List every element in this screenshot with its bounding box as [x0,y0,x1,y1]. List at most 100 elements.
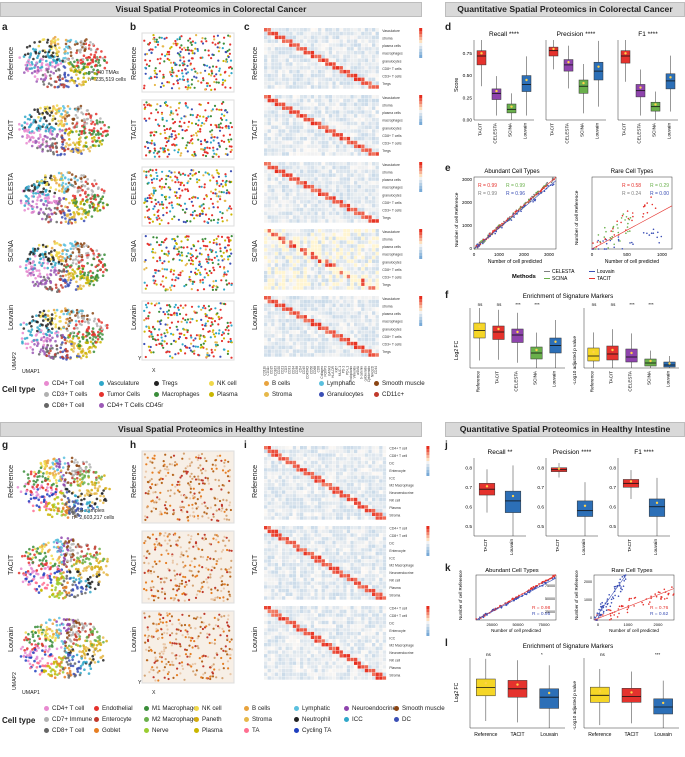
heatmap-cell [325,232,329,237]
spatial-cell [193,67,196,70]
heatmap-cell [314,77,318,82]
heatmap-cell [346,169,351,174]
umap-point [30,328,34,331]
heatmap-cell [300,133,304,137]
spatial-cell [217,195,220,198]
spatial-cell [145,325,148,328]
umap-point [55,135,59,138]
heatmap-cell [328,188,333,193]
heatmap-cell [303,236,307,241]
heatmap-cell [264,114,268,118]
umap-point [32,121,35,124]
heatmap-cell [285,240,289,244]
heatmap-cell [361,165,365,170]
b-label-louvain: Louvain [129,304,138,330]
heatmap-cell [271,69,275,74]
spatial-cell [179,181,183,184]
heatmap-cell [289,39,293,43]
heatmap-cell [332,136,336,141]
spatial-cell [211,323,214,326]
umap-point [27,268,31,272]
heatmap-cell [267,207,271,212]
heatmap-cell [339,95,343,99]
spatial-cell [204,324,207,327]
umap-point [92,257,95,260]
heatmap-cell [289,35,293,40]
spatial-cell [184,146,187,150]
heatmap-cell [350,177,354,181]
umap-point [55,178,58,182]
spatial-cell [172,258,175,261]
spatial-cell [201,238,204,241]
heatmap-cell [274,28,279,32]
heatmap-cell [328,98,333,103]
heatmap-cell [343,31,347,36]
umap-point [47,196,50,200]
spatial-cell [143,342,146,346]
spatial-cell [162,275,165,278]
umap-point [57,124,60,127]
spatial-cell [150,77,153,80]
heatmap-cell [372,77,376,82]
heatmap-cell [274,98,279,103]
heatmap-cell [361,152,365,156]
spatial-cell [186,238,189,241]
umap-point [79,104,83,108]
heatmap-cell [372,144,376,149]
heatmap-cell [292,196,297,200]
umap-point [99,197,103,201]
heatmap-cell [278,47,282,51]
spatial-cell [198,337,201,340]
heatmap-cell [328,162,333,166]
spatial-cell [195,116,198,119]
umap-point [82,316,85,320]
umap-point [77,250,81,254]
heatmap-cell [314,232,318,237]
heatmap-cell [343,35,347,40]
heatmap-cell [303,125,307,130]
heatmap-cell [321,196,325,200]
umap-point [80,180,83,183]
heatmap-cell [372,129,376,133]
heatmap-row-label: Vasculature [382,163,400,167]
umap-point [53,240,56,243]
heatmap-cell [328,77,333,82]
heatmap-cell [332,140,336,145]
umap-point [69,183,72,186]
umap-point [26,270,29,274]
spatial-cell [224,173,227,176]
heatmap-cell [285,229,289,233]
heatmap-cell [368,173,372,177]
spatial-cell [191,114,194,117]
heatmap-cell [364,144,369,149]
spatial-cell [229,86,232,89]
umap-point [37,269,41,272]
heatmap-cell [339,85,343,89]
heatmap-cell [375,117,379,122]
heatmap-cell [267,73,271,78]
umap-point [76,42,79,46]
umap-point [55,50,59,54]
umap-point [61,249,64,253]
heatmap-cell [372,106,376,110]
spatial-cell [223,71,226,74]
umap-point [40,264,44,268]
heatmap-cell [318,240,322,244]
umap-point [49,148,52,151]
umap-point [42,203,46,207]
heatmap-cell [267,177,271,181]
umap-point [54,283,58,287]
heatmap-cell [307,54,311,59]
umap-point [77,352,80,356]
spatial-cell [226,270,229,273]
spatial-cell [228,282,231,285]
heatmap-cell [282,98,286,103]
umap-point [51,256,55,260]
spatial-cell [165,127,169,131]
heatmap-cell [354,152,358,156]
heatmap-cell [361,244,365,248]
spatial-cell [213,80,216,84]
heatmap-row-label: stroma [382,237,392,241]
heatmap-cell [325,114,329,118]
heatmap-cell [303,188,307,193]
